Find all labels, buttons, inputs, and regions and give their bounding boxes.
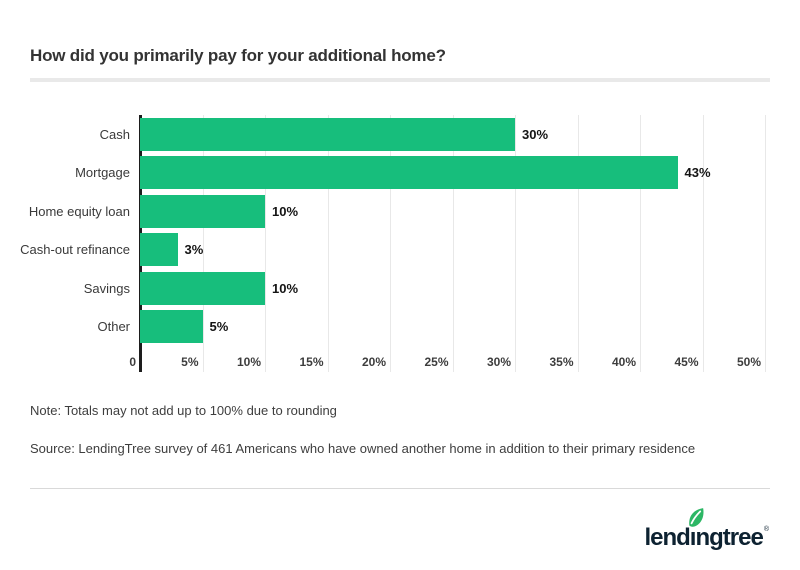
footer-divider [30, 488, 770, 489]
note-text: Note: Totals may not add up to 100% due … [30, 403, 337, 418]
bar [140, 233, 178, 267]
x-tick-label: 30% [486, 355, 511, 369]
source-text: Source: LendingTree survey of 461 Americ… [30, 441, 696, 456]
logo-text-ngtree: ngtree [695, 524, 763, 551]
bar-row: Cash-out refinance 3% [20, 231, 765, 270]
value-label: 3% [184, 242, 204, 258]
bar-row: Mortgage 43% [75, 154, 765, 193]
gridline [765, 115, 766, 372]
x-tick-label: 40% [611, 355, 636, 369]
x-tick-label: 15% [299, 355, 324, 369]
bar [140, 194, 265, 228]
plot-area: 0 5% 10% 15% 20% 25% 30% 35% 40% 45% 50% Cash 30% Mor… [20, 115, 766, 372]
value-label: 5% [209, 319, 229, 335]
lendingtree-logo: lend ıngtree® [644, 508, 769, 552]
leaf-icon [689, 508, 704, 527]
bar-row: Home equity loan 10% [29, 192, 765, 231]
x-tick-label: 5% [181, 355, 199, 369]
category-label: Home equity loan [28, 203, 130, 219]
logo-text-lend: lend [644, 524, 690, 551]
category-label: Mortgage [75, 165, 130, 181]
x-tick-label: 50% [736, 355, 761, 369]
value-label: 30% [522, 126, 549, 142]
gridline [452, 115, 454, 372]
title-divider [30, 78, 770, 82]
value-label: 43% [684, 165, 711, 181]
gridline [515, 115, 516, 372]
chart-title: How did you primarily pay for your addit… [30, 46, 446, 65]
logo-text-i: ı [689, 524, 697, 551]
x-tick-label: 0 [129, 355, 136, 369]
gridline [577, 115, 579, 372]
bar-row: Cash 30% [100, 115, 765, 154]
bar-row: Other 5% [97, 308, 765, 347]
category-label: Other [97, 319, 130, 335]
x-tick-label: 25% [424, 355, 449, 369]
gridline [640, 115, 641, 372]
gridline [265, 115, 266, 372]
value-label: 10% [272, 280, 299, 296]
category-label: Cash-out refinance [20, 242, 130, 258]
category-label: Cash [99, 126, 130, 142]
bar [140, 156, 678, 190]
bar [140, 117, 515, 151]
x-tick-label: 45% [674, 355, 699, 369]
gridline [390, 115, 391, 372]
bar-row: Savings 10% [84, 269, 765, 308]
x-tick-label: 10% [236, 355, 261, 369]
gridline [327, 115, 329, 372]
gridline [702, 115, 704, 372]
x-tick-label: 35% [549, 355, 574, 369]
bar [140, 310, 203, 344]
bar [140, 271, 265, 305]
category-label: Savings [83, 280, 130, 296]
registered-trademark-icon: ® [763, 526, 769, 533]
gridline [202, 115, 204, 372]
x-tick-label: 20% [361, 355, 386, 369]
value-label: 10% [272, 203, 299, 219]
logo-letter-i: ı [689, 508, 704, 552]
